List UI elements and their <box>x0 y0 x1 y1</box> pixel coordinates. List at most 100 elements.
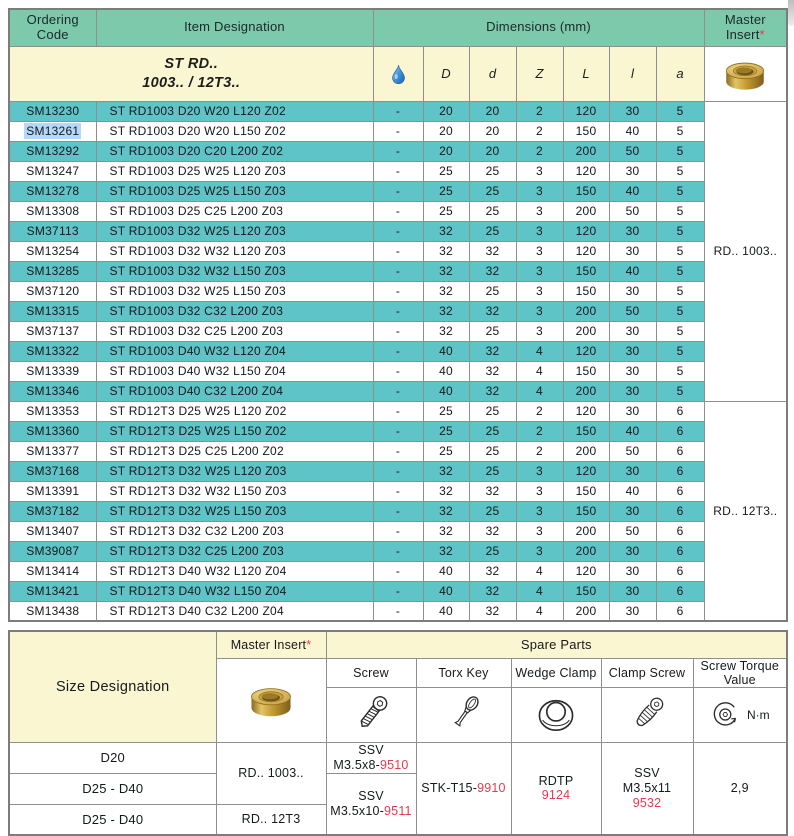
catalog-row: SM39087 ST RD12T3 D32 C25 L200 Z03-32 25 3 2… <box>8 540 787 562</box>
screw-size: M3.5x10- <box>330 803 385 818</box>
dim-D: 25 <box>422 400 470 422</box>
coolant: - <box>372 440 424 462</box>
ordering-code: SM13377 <box>8 440 97 462</box>
dim-L: 200 <box>562 380 610 402</box>
master-insert-photo <box>215 657 327 743</box>
dim-l: 30 <box>608 360 657 382</box>
dim-l: 50 <box>608 300 657 322</box>
item-designation: ST RD1003 D20 C20 L200 Z02 <box>95 140 374 162</box>
dim-Z: 2 <box>515 440 564 462</box>
dim-a: 5 <box>655 100 705 122</box>
dim-D: 40 <box>422 560 470 582</box>
catalog-row: SM13339 ST RD1003 D40 W32 L150 Z04-40 32 4 1… <box>8 360 787 382</box>
master-insert-value: RD.. 1003.. <box>215 741 327 805</box>
dim-a: 6 <box>655 600 705 622</box>
dim-Z: 3 <box>515 460 564 482</box>
dim-a: 5 <box>655 320 705 342</box>
col-header-dimensions: Dimensions (mm) <box>372 8 705 47</box>
dim-l: 30 <box>608 460 657 482</box>
dim-col-d: d <box>468 45 517 102</box>
dim-l: 30 <box>608 540 657 562</box>
size-designation-value: D25 - D40 <box>8 772 217 805</box>
dim-L: 200 <box>562 320 610 342</box>
item-designation: ST RD1003 D40 W32 L150 Z04 <box>95 360 374 382</box>
screw-type: SSV <box>358 789 384 803</box>
dim-L: 120 <box>562 220 610 242</box>
dim-d: 25 <box>468 220 517 242</box>
catalog-rows: SM13230 ST RD1003 D20 W20 L120 Z02-20 20 2 1… <box>8 100 788 622</box>
dim-Z: 2 <box>515 100 564 122</box>
dim-L: 200 <box>562 440 610 462</box>
dim-D: 40 <box>422 600 470 622</box>
dim-d: 25 <box>468 320 517 342</box>
dim-d: 25 <box>468 500 517 522</box>
catalog-row: SM13230 ST RD1003 D20 W20 L120 Z02-20 20 2 1… <box>8 100 788 402</box>
ordering-code: SM13339 <box>8 360 97 382</box>
catalog-row: SM13377 ST RD12T3 D25 C25 L200 Z02-25 25 2 2… <box>8 440 787 462</box>
coolant: - <box>372 280 424 302</box>
ordering-code: SM13308 <box>8 200 97 222</box>
dim-a: 5 <box>655 120 705 142</box>
dim-l: 30 <box>608 340 657 362</box>
dim-a: 5 <box>655 220 705 242</box>
dim-D: 20 <box>422 100 470 122</box>
dim-d: 32 <box>468 580 517 602</box>
coolant: - <box>372 100 424 122</box>
item-designation: ST RD1003 D32 C25 L200 Z03 <box>95 320 374 342</box>
dim-a: 6 <box>655 420 705 442</box>
dim-D: 25 <box>422 420 470 442</box>
dim-col-Z: Z <box>515 45 564 102</box>
clamp-screw-value: SSV M3.5x11 9532 <box>600 741 694 836</box>
dim-Z: 3 <box>515 220 564 242</box>
dim-d: 25 <box>468 440 517 462</box>
ordering-code: SM13438 <box>8 600 97 622</box>
dim-Z: 4 <box>515 600 564 622</box>
dim-d: 32 <box>468 560 517 582</box>
dim-L: 200 <box>562 200 610 222</box>
dim-Z: 3 <box>515 500 564 522</box>
dim-Z: 3 <box>515 260 564 282</box>
ordering-code: SM13360 <box>8 420 97 442</box>
dim-d: 32 <box>468 260 517 282</box>
dim-a: 5 <box>655 380 705 402</box>
dim-Z: 3 <box>515 160 564 182</box>
torx-key-part-no: 9910 <box>477 780 506 795</box>
dim-d: 32 <box>468 240 517 262</box>
torx-key-icon <box>415 686 512 743</box>
dim-D: 32 <box>422 520 470 542</box>
clamp-screw-part-no: 9532 <box>632 795 662 810</box>
dim-a: 6 <box>655 440 705 462</box>
scrollbar-thumb[interactable] <box>788 0 794 26</box>
dim-L: 150 <box>562 280 610 302</box>
col-header-screw-torque: Screw Torque Value <box>692 657 788 688</box>
dim-l: 30 <box>608 560 657 582</box>
master-insert-label: Master Insert <box>230 637 307 652</box>
dim-Z: 2 <box>515 400 564 422</box>
dim-d: 25 <box>468 540 517 562</box>
clamp-screw-size: M3.5x11 <box>622 780 672 795</box>
ordering-code: SM13230 <box>8 100 97 122</box>
dim-D: 40 <box>422 360 470 382</box>
dim-a: 5 <box>655 200 705 222</box>
catalog-row: SM13438 ST RD12T3 D40 C32 L200 Z04-40 32 4 2… <box>8 600 787 622</box>
dim-l: 30 <box>608 220 657 242</box>
torque-icon: N·m <box>692 686 788 743</box>
catalog-row: SM13353 ST RD12T3 D25 W25 L120 Z02-25 25 2 1… <box>8 400 788 622</box>
dim-D: 25 <box>422 440 470 462</box>
dim-D: 25 <box>422 160 470 182</box>
dim-D: 32 <box>422 300 470 322</box>
catalog-row: SM13278 ST RD1003 D25 W25 L150 Z03-25 25 3 1… <box>8 180 787 202</box>
col-header-wedge-clamp: Wedge Clamp <box>510 657 602 688</box>
dim-D: 32 <box>422 460 470 482</box>
coolant: - <box>372 260 424 282</box>
size-designation-value: D20 <box>8 741 217 774</box>
dim-d: 25 <box>468 420 517 442</box>
dim-l: 40 <box>608 120 657 142</box>
ordering-code: SM13353 <box>8 400 97 422</box>
item-designation: ST RD1003 D20 W20 L150 Z02 <box>95 120 374 142</box>
coolant: - <box>372 160 424 182</box>
dim-d: 32 <box>468 300 517 322</box>
dim-d: 20 <box>468 100 517 122</box>
table-subheader-row: ST RD.. 1003.. / 12T3.. D <box>8 45 788 102</box>
